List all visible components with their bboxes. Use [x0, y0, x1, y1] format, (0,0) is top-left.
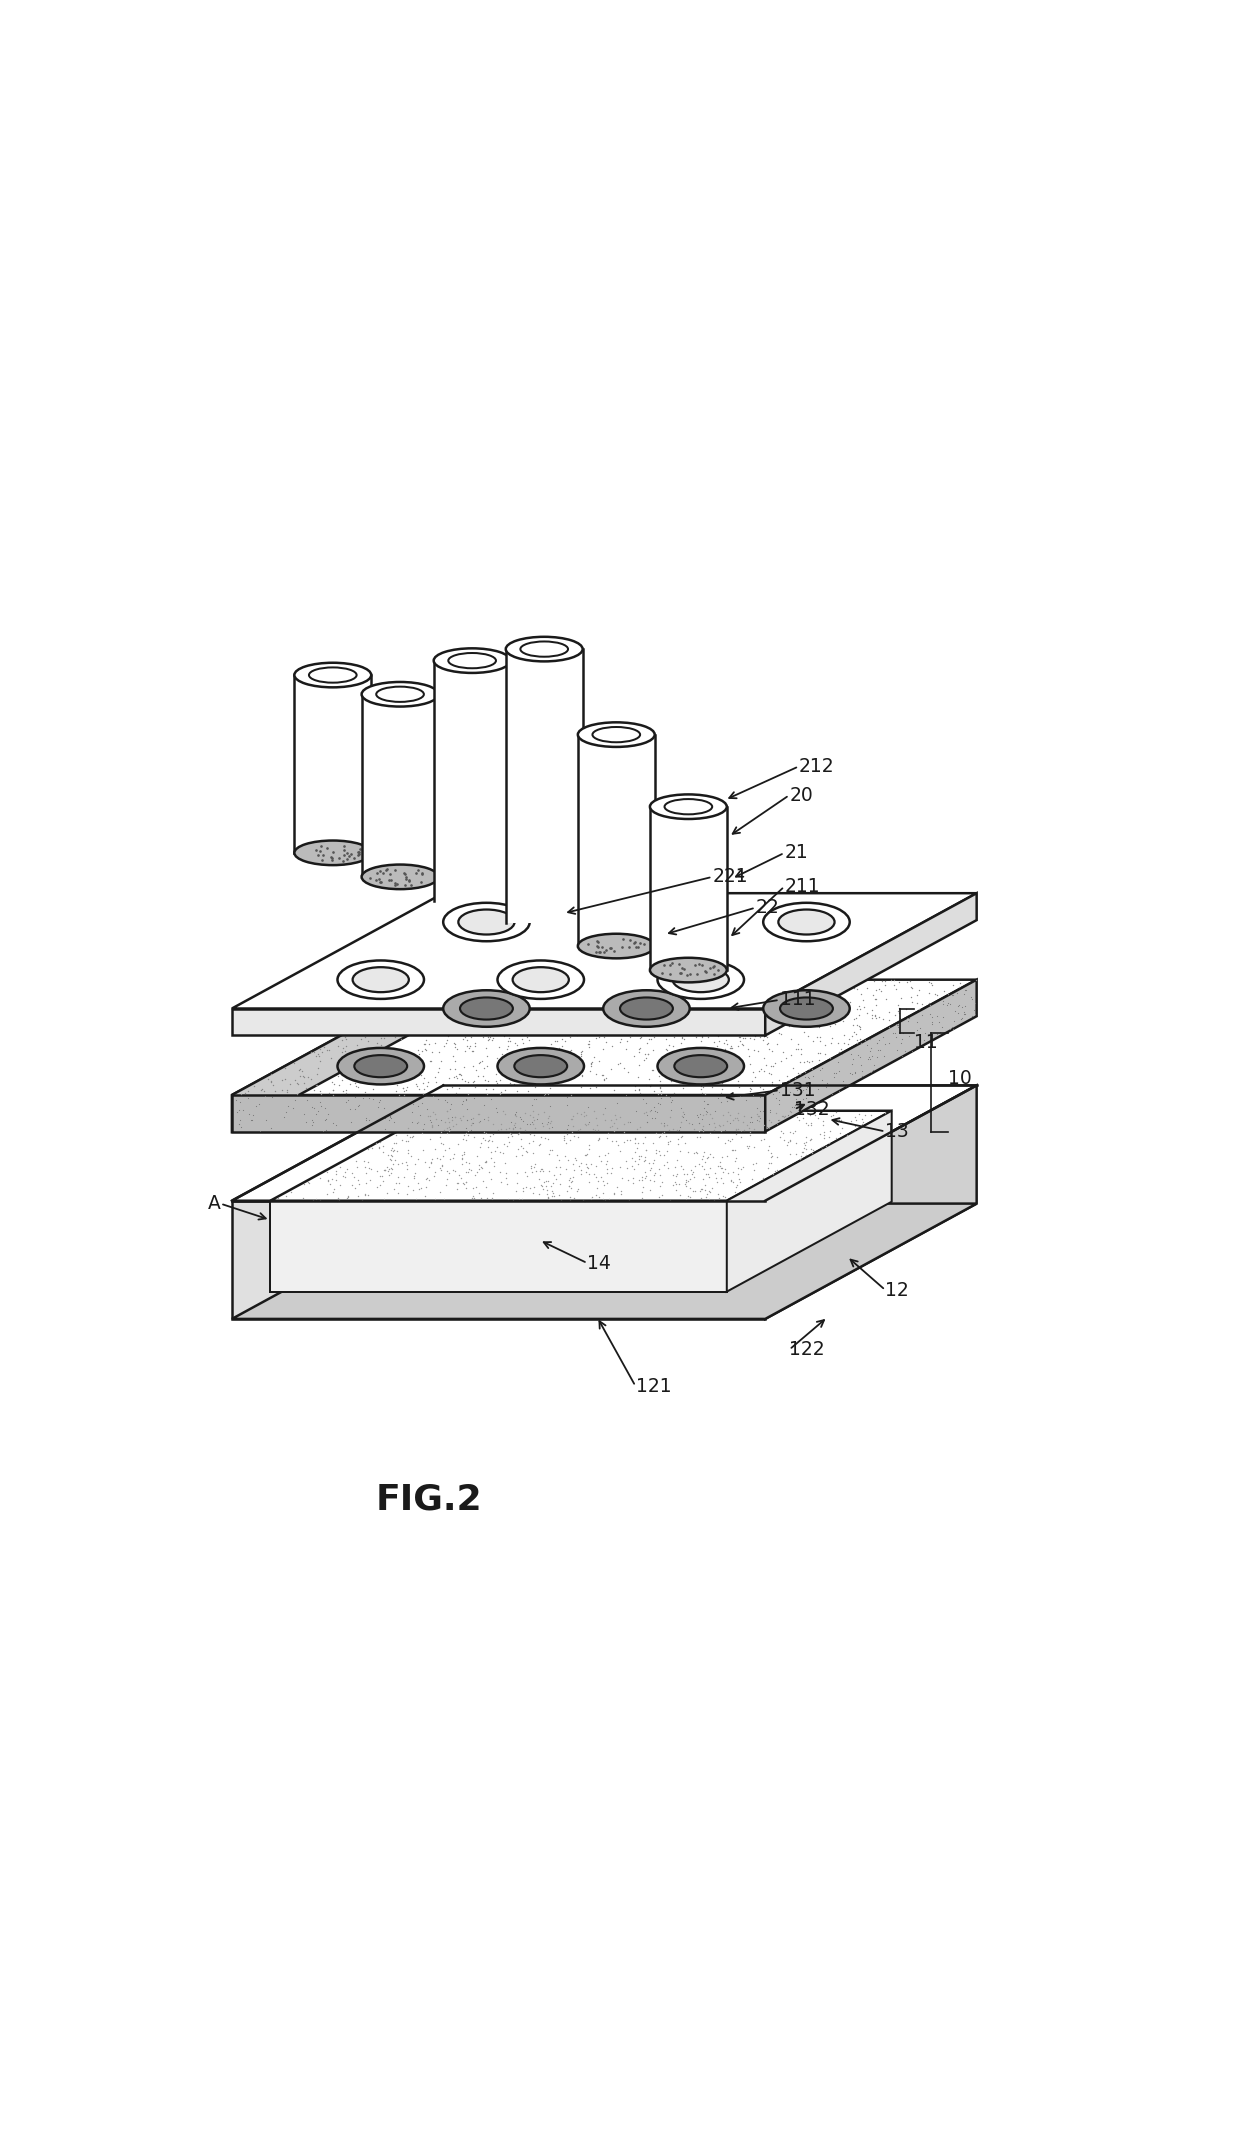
- Text: A: A: [207, 1194, 221, 1213]
- Ellipse shape: [675, 1056, 727, 1078]
- Text: FIG.2: FIG.2: [376, 1483, 482, 1517]
- Text: 111: 111: [780, 991, 815, 1009]
- Ellipse shape: [362, 681, 439, 707]
- Ellipse shape: [434, 649, 511, 672]
- Ellipse shape: [443, 991, 529, 1026]
- Text: 212: 212: [799, 756, 835, 776]
- Ellipse shape: [449, 653, 496, 668]
- Ellipse shape: [497, 961, 584, 1000]
- Text: 121: 121: [635, 1377, 671, 1396]
- Polygon shape: [362, 694, 439, 877]
- Ellipse shape: [619, 909, 675, 935]
- Polygon shape: [232, 981, 977, 1095]
- Text: 11: 11: [914, 1032, 937, 1052]
- Ellipse shape: [497, 1047, 584, 1084]
- Ellipse shape: [362, 864, 439, 890]
- Polygon shape: [578, 735, 655, 946]
- Ellipse shape: [763, 991, 849, 1026]
- Ellipse shape: [779, 909, 835, 935]
- Ellipse shape: [672, 968, 729, 991]
- Ellipse shape: [665, 800, 712, 815]
- Ellipse shape: [376, 687, 424, 703]
- Text: 22: 22: [755, 899, 780, 918]
- Text: 21: 21: [785, 843, 808, 862]
- Polygon shape: [232, 892, 977, 1009]
- Polygon shape: [232, 1095, 765, 1131]
- Ellipse shape: [578, 933, 655, 959]
- Ellipse shape: [657, 1047, 744, 1084]
- Ellipse shape: [593, 726, 640, 741]
- Ellipse shape: [521, 642, 568, 657]
- Text: 221: 221: [712, 866, 748, 886]
- Ellipse shape: [506, 636, 583, 662]
- Ellipse shape: [352, 968, 409, 991]
- Text: 14: 14: [588, 1254, 611, 1274]
- Ellipse shape: [650, 795, 727, 819]
- Ellipse shape: [515, 1056, 567, 1078]
- Ellipse shape: [578, 722, 655, 748]
- Polygon shape: [294, 675, 371, 853]
- Ellipse shape: [512, 968, 569, 991]
- Ellipse shape: [650, 957, 727, 983]
- Ellipse shape: [459, 909, 515, 935]
- Ellipse shape: [620, 998, 673, 1019]
- Polygon shape: [765, 1086, 977, 1319]
- Ellipse shape: [460, 998, 513, 1019]
- Text: 12: 12: [885, 1280, 909, 1299]
- Ellipse shape: [294, 840, 371, 864]
- Polygon shape: [434, 662, 511, 901]
- Text: 20: 20: [789, 787, 813, 804]
- Polygon shape: [765, 981, 977, 1131]
- Polygon shape: [270, 1200, 727, 1291]
- Ellipse shape: [337, 1047, 424, 1084]
- Ellipse shape: [657, 961, 744, 1000]
- Polygon shape: [727, 1110, 892, 1291]
- Ellipse shape: [309, 668, 357, 683]
- Polygon shape: [650, 806, 727, 970]
- Ellipse shape: [355, 1056, 407, 1078]
- Text: 10: 10: [947, 1069, 972, 1088]
- Ellipse shape: [763, 903, 849, 942]
- Ellipse shape: [443, 903, 529, 942]
- Polygon shape: [232, 1009, 765, 1034]
- Ellipse shape: [603, 991, 689, 1026]
- Text: 132: 132: [794, 1099, 830, 1118]
- Ellipse shape: [780, 998, 833, 1019]
- Text: 122: 122: [789, 1340, 825, 1360]
- Polygon shape: [232, 1086, 977, 1200]
- Polygon shape: [765, 892, 977, 1034]
- Text: 13: 13: [885, 1123, 909, 1140]
- Ellipse shape: [294, 664, 371, 687]
- Text: 131: 131: [780, 1080, 815, 1099]
- Polygon shape: [232, 981, 444, 1131]
- Ellipse shape: [337, 961, 424, 1000]
- Polygon shape: [232, 1205, 977, 1319]
- Text: 211: 211: [785, 877, 820, 896]
- Polygon shape: [270, 1110, 892, 1200]
- Ellipse shape: [603, 903, 689, 942]
- Polygon shape: [232, 1200, 765, 1319]
- Polygon shape: [506, 649, 583, 922]
